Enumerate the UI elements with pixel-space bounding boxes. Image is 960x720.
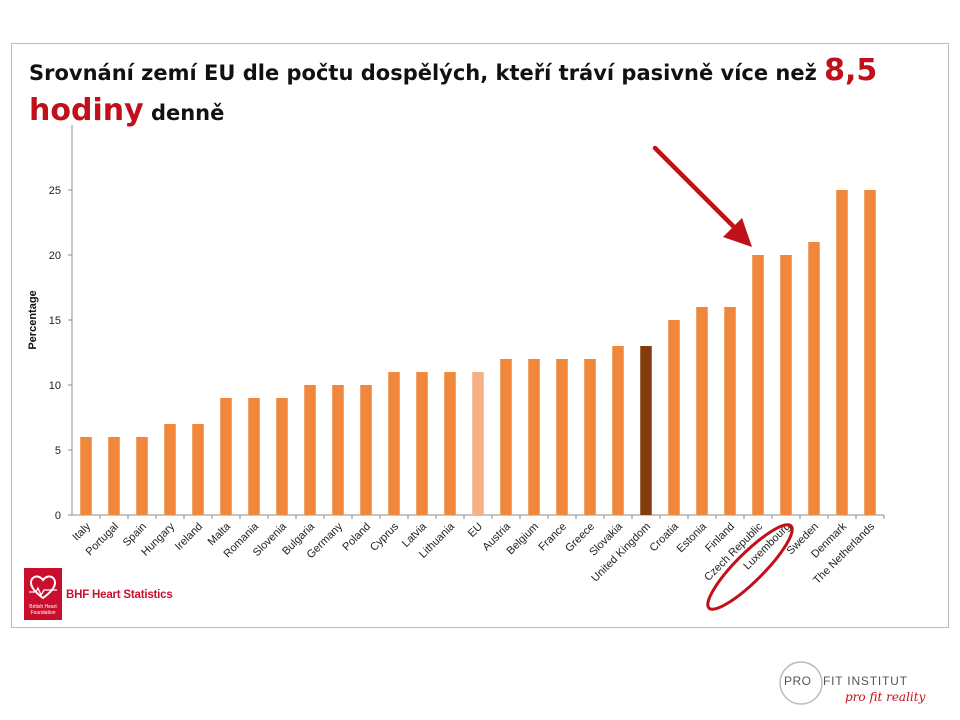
bar xyxy=(388,372,400,515)
pfi-logo-name: FIT INSTITUT xyxy=(823,674,908,688)
pulse-line-icon xyxy=(29,586,57,597)
bar xyxy=(332,385,344,515)
bar xyxy=(360,385,372,515)
x-tick-label: Poland xyxy=(340,521,373,554)
y-tick-label: 5 xyxy=(55,445,61,457)
y-tick-label: 25 xyxy=(49,185,61,197)
bhf-logo: British Heart Foundation xyxy=(24,568,62,620)
bar xyxy=(416,372,428,515)
bar xyxy=(444,372,456,515)
x-tick-label: Ireland xyxy=(173,521,205,553)
bar xyxy=(136,437,148,515)
x-tick-label: Italy xyxy=(70,520,93,543)
pfi-ring-icon xyxy=(779,661,823,705)
title-text-end: denně xyxy=(143,101,225,125)
bar xyxy=(528,359,540,515)
bar xyxy=(80,437,92,515)
bar xyxy=(276,398,288,515)
bar xyxy=(836,190,848,515)
bar xyxy=(612,346,624,515)
bar xyxy=(472,372,484,515)
bar xyxy=(668,320,680,515)
annotation-arrow-shaft xyxy=(652,145,741,234)
bar xyxy=(640,346,652,515)
title-text: Srovnání zemí EU dle počtu dospělých, kt… xyxy=(29,61,825,85)
bar xyxy=(864,190,876,515)
bar xyxy=(304,385,316,515)
x-tick-label: Cyprus xyxy=(368,520,401,553)
title-highlight-word: hodiny xyxy=(29,93,144,128)
x-tick-label: Estonia xyxy=(675,520,710,555)
bar xyxy=(808,242,820,515)
bar xyxy=(780,255,792,515)
pfi-logo-pro: PRO xyxy=(784,674,812,688)
bar xyxy=(500,359,512,515)
bar xyxy=(164,424,176,515)
bar xyxy=(192,424,204,515)
bar xyxy=(556,359,568,515)
bar xyxy=(108,437,120,515)
bar xyxy=(220,398,232,515)
bar xyxy=(584,359,596,515)
annotation-circle xyxy=(706,523,794,611)
bhf-logo-line2: Foundation xyxy=(30,610,55,616)
y-tick-label: 0 xyxy=(55,510,61,522)
x-tick-label: EU xyxy=(466,521,485,540)
bar xyxy=(752,255,764,515)
annotation-arrow-head xyxy=(723,218,752,247)
bhf-logo-background xyxy=(24,568,62,620)
y-tick-label: 10 xyxy=(49,380,61,392)
source-label: BHF Heart Statistics xyxy=(66,589,173,601)
heart-icon xyxy=(29,575,57,600)
bar xyxy=(248,398,260,515)
bar xyxy=(696,307,708,515)
bar xyxy=(724,307,736,515)
y-tick-label: 15 xyxy=(49,315,61,327)
y-tick-label: 20 xyxy=(49,250,61,262)
pfi-logo-slogan: pro fit reality xyxy=(845,690,926,704)
title-highlight-number: 8,5 xyxy=(824,53,878,88)
y-axis-label: Percentage xyxy=(27,290,39,349)
bhf-logo-line1: British Heart xyxy=(29,604,57,610)
page-title: Srovnání zemí EU dle počtu dospělých, kt… xyxy=(29,52,929,132)
